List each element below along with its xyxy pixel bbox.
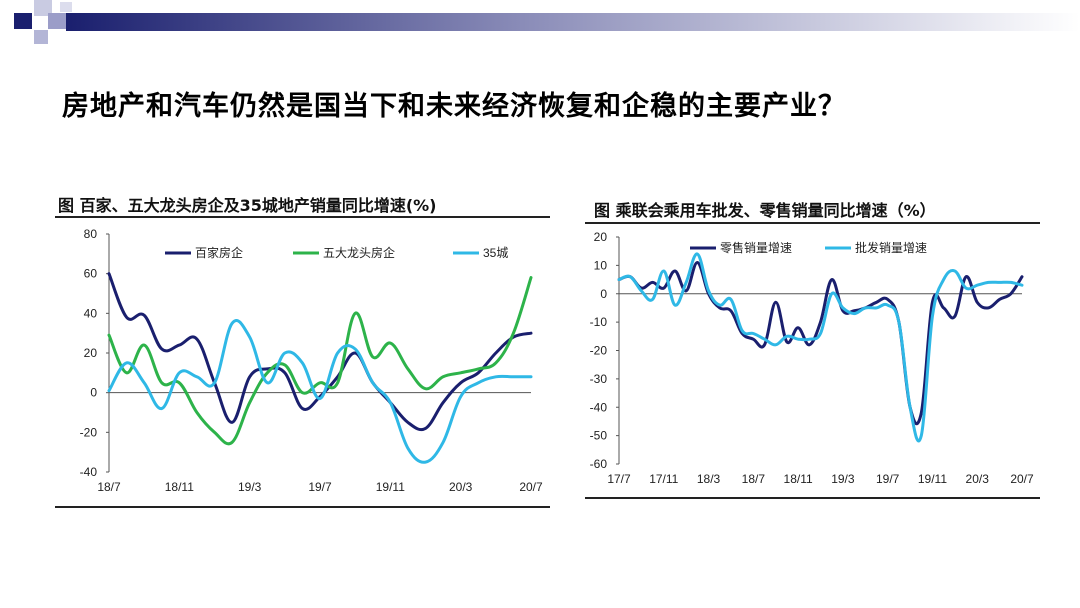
decor-square: [48, 13, 66, 29]
y-tick-label: -20: [590, 344, 608, 358]
series-line-批发销量增速: [617, 252, 1024, 443]
legend-label: 批发销量增速: [855, 240, 927, 255]
y-tick-label: 60: [84, 267, 98, 281]
series-line-零售销量增速: [617, 260, 1024, 426]
x-tick-label: 17/7: [607, 472, 631, 486]
series-line-35城: [107, 319, 533, 464]
legend-label: 百家房企: [195, 245, 243, 260]
x-tick-label: 20/7: [519, 480, 543, 494]
y-tick-label: 20: [84, 346, 98, 360]
y-tick-label: -50: [590, 429, 608, 443]
y-tick-label: 0: [90, 386, 97, 400]
y-tick-label: -40: [80, 465, 98, 479]
y-tick-label: 10: [594, 258, 608, 272]
x-tick-label: 20/7: [1010, 472, 1034, 486]
x-tick-label: 20/3: [966, 472, 990, 486]
y-tick-label: 80: [84, 227, 98, 241]
decor-square: [34, 0, 52, 16]
x-tick-label: 19/3: [831, 472, 855, 486]
x-tick-label: 19/11: [376, 480, 405, 494]
chart-1-title: 图 百家、五大龙头房企及35城地产销量同比增速(%): [58, 196, 437, 215]
x-tick-label: 18/7: [97, 480, 121, 494]
x-tick-label: 19/11: [918, 472, 947, 486]
series-line-五大龙头房企: [107, 276, 533, 446]
slide-title: 房地产和汽车仍然是国当下和未来经济恢复和企稳的主要产业？: [62, 91, 846, 122]
chart-2-title-rule: [585, 222, 1040, 224]
legend-label: 35城: [483, 246, 508, 260]
legend-label: 零售销量增速: [720, 240, 792, 255]
chart-1-bottom-rule: [55, 506, 550, 508]
top-bar-gradient: [66, 13, 1080, 31]
decor-square: [14, 13, 32, 29]
x-tick-label: 18/11: [165, 480, 194, 494]
x-tick-label: 17/11: [649, 472, 678, 486]
x-tick-label: 19/7: [876, 472, 900, 486]
chart-1-title-rule: [55, 216, 550, 218]
top-decor-bar: [14, 0, 1080, 44]
y-tick-label: -10: [590, 315, 608, 329]
y-tick-label: 40: [84, 306, 98, 320]
legend-label: 五大龙头房企: [323, 245, 395, 260]
y-tick-label: -30: [590, 372, 608, 386]
y-tick-label: 0: [600, 287, 607, 301]
series-line-百家房企: [107, 272, 533, 432]
decor-square: [60, 2, 72, 12]
x-tick-label: 19/7: [308, 480, 332, 494]
x-tick-label: 18/3: [697, 472, 721, 486]
y-tick-label: -60: [590, 457, 608, 471]
y-tick-label: -20: [80, 425, 98, 439]
decor-square: [34, 30, 48, 44]
y-tick-label: 20: [594, 230, 608, 244]
y-tick-label: -40: [590, 400, 608, 414]
x-tick-label: 18/7: [742, 472, 766, 486]
x-tick-label: 19/3: [238, 480, 262, 494]
x-tick-label: 18/11: [784, 472, 813, 486]
chart-2-bottom-rule: [585, 497, 1040, 499]
x-tick-label: 20/3: [449, 480, 473, 494]
chart-2-title: 图 乘联会乘用车批发、零售销量同比增速（%）: [594, 201, 936, 220]
